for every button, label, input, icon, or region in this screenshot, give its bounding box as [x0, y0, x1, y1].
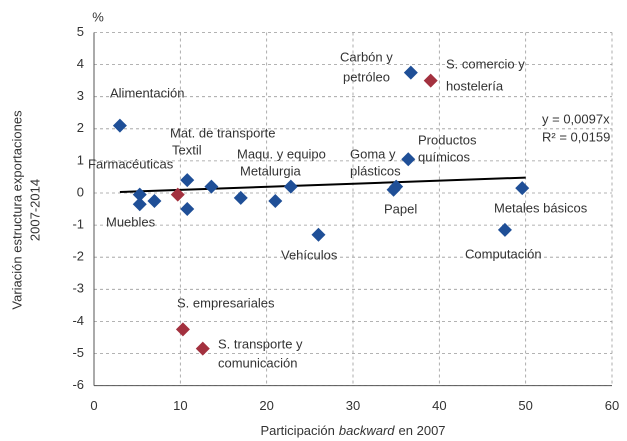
x-axis-title-part: Participación	[260, 423, 334, 438]
y-tick-label: 4	[77, 56, 84, 71]
y-tick-label: 1	[77, 152, 84, 167]
annotation: Mat. de transporte	[170, 125, 276, 140]
x-tick-label: 0	[90, 398, 97, 413]
x-tick-label: 30	[346, 398, 360, 413]
annotation: plásticos	[350, 163, 401, 178]
point	[268, 194, 283, 209]
y-tick-label: 0	[77, 184, 84, 199]
y-tick-label: -4	[72, 313, 84, 328]
annotation: Computación	[465, 246, 542, 261]
x-tick-label: 40	[432, 398, 446, 413]
point	[132, 187, 147, 202]
annotation: Papel	[384, 201, 417, 216]
point	[132, 197, 147, 212]
annotation: Productos	[418, 132, 477, 147]
y-tick-label: -2	[72, 249, 84, 264]
point	[180, 202, 195, 217]
annotation: Alimentación	[110, 85, 184, 100]
y-axis-title: Variación estructura exportaciones	[9, 110, 24, 310]
annotation: Maqu. y equipo	[237, 146, 326, 161]
point	[515, 181, 530, 196]
point	[311, 227, 326, 242]
trend-line	[119, 176, 526, 194]
point	[112, 118, 127, 133]
point	[204, 179, 219, 194]
y-tick-label: -3	[72, 281, 84, 296]
annotation: petróleo	[343, 69, 390, 84]
annotation: Metalurgia	[240, 163, 301, 178]
x-axis-title-part: backward	[339, 423, 395, 438]
x-tick-label: 60	[605, 398, 619, 413]
point	[175, 322, 190, 337]
annotation: S. empresariales	[177, 295, 275, 310]
y-tick-label: -5	[72, 345, 84, 360]
annotation: Muebles	[106, 214, 156, 229]
y-tick-label: 2	[77, 120, 84, 135]
y-tick-label: 3	[77, 88, 84, 103]
x-axis-title-part: en 2007	[399, 423, 446, 438]
y-tick-label: -6	[72, 377, 84, 392]
point	[401, 152, 416, 167]
point	[389, 179, 404, 194]
point	[180, 173, 195, 188]
annotation: R² = 0,0159	[542, 129, 610, 144]
annotation: comunicación	[218, 355, 298, 370]
annotation: Carbón y	[340, 49, 393, 64]
point	[283, 179, 298, 194]
y-axis-title: 2007-2014	[27, 179, 42, 241]
x-axis-title: Participación backward en 2007	[260, 423, 445, 438]
y-tick-label: -1	[72, 217, 84, 232]
x-tick-label: 20	[259, 398, 273, 413]
point	[170, 187, 185, 202]
annotation: S. comercio y	[446, 56, 525, 71]
point	[147, 194, 162, 209]
annotation: Metales básicos	[494, 200, 588, 215]
point	[195, 341, 210, 356]
y-tick-label: 5	[77, 24, 84, 39]
annotation: Textil	[172, 142, 202, 157]
point	[423, 73, 438, 88]
point	[497, 222, 512, 237]
annotation: Goma y	[350, 146, 396, 161]
point	[403, 65, 418, 80]
annotation: S. transporte y	[218, 336, 303, 351]
annotation: químicos	[418, 149, 471, 164]
point	[233, 190, 248, 205]
annotation: Vehículos	[281, 247, 338, 262]
annotation: hostelería	[446, 78, 504, 93]
x-tick-label: 10	[173, 398, 187, 413]
annotation: y = 0,0097x	[542, 111, 610, 126]
x-tick-label: 50	[518, 398, 532, 413]
y-unit: %	[92, 9, 104, 24]
annotation: Farmacéuticas	[88, 156, 174, 171]
